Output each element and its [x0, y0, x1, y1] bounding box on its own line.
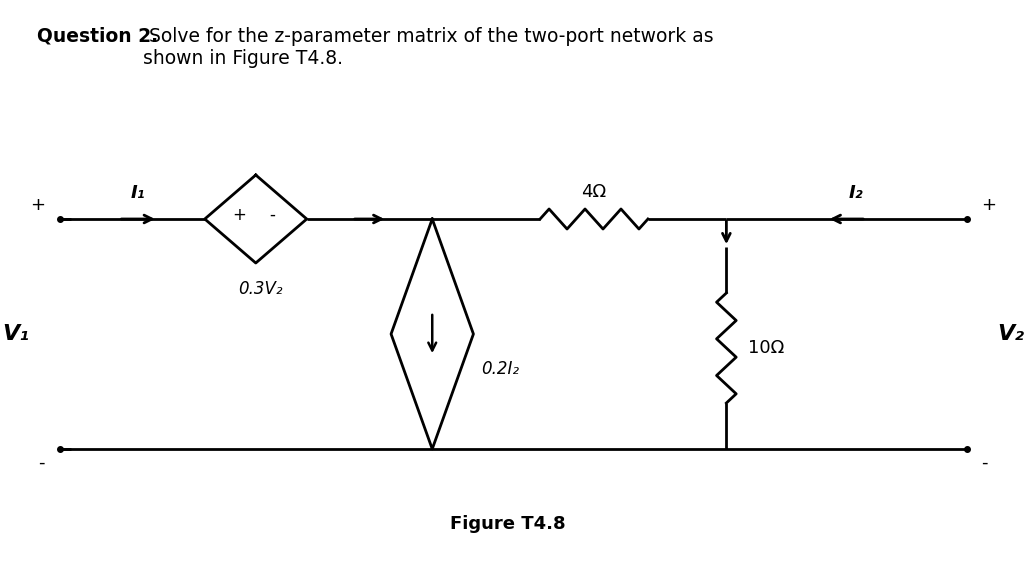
- Text: I₂: I₂: [849, 184, 863, 202]
- Text: +: +: [232, 206, 246, 224]
- Text: -: -: [981, 454, 988, 472]
- Text: V₂: V₂: [997, 324, 1024, 344]
- Text: 10Ω: 10Ω: [748, 339, 784, 357]
- Text: 4Ω: 4Ω: [582, 183, 606, 201]
- Text: Figure T4.8: Figure T4.8: [450, 515, 565, 533]
- Text: -: -: [269, 206, 275, 224]
- Text: -: -: [39, 454, 45, 472]
- Text: I₁: I₁: [131, 184, 145, 202]
- Text: V₁: V₁: [2, 324, 29, 344]
- Text: +: +: [30, 196, 45, 214]
- Text: Question 2.: Question 2.: [37, 27, 159, 46]
- Text: Solve for the z-parameter matrix of the two-port network as
shown in Figure T4.8: Solve for the z-parameter matrix of the …: [143, 27, 714, 68]
- Text: 0.3V₂: 0.3V₂: [239, 280, 283, 298]
- Text: +: +: [981, 196, 996, 214]
- Text: 0.2I₂: 0.2I₂: [481, 360, 519, 378]
